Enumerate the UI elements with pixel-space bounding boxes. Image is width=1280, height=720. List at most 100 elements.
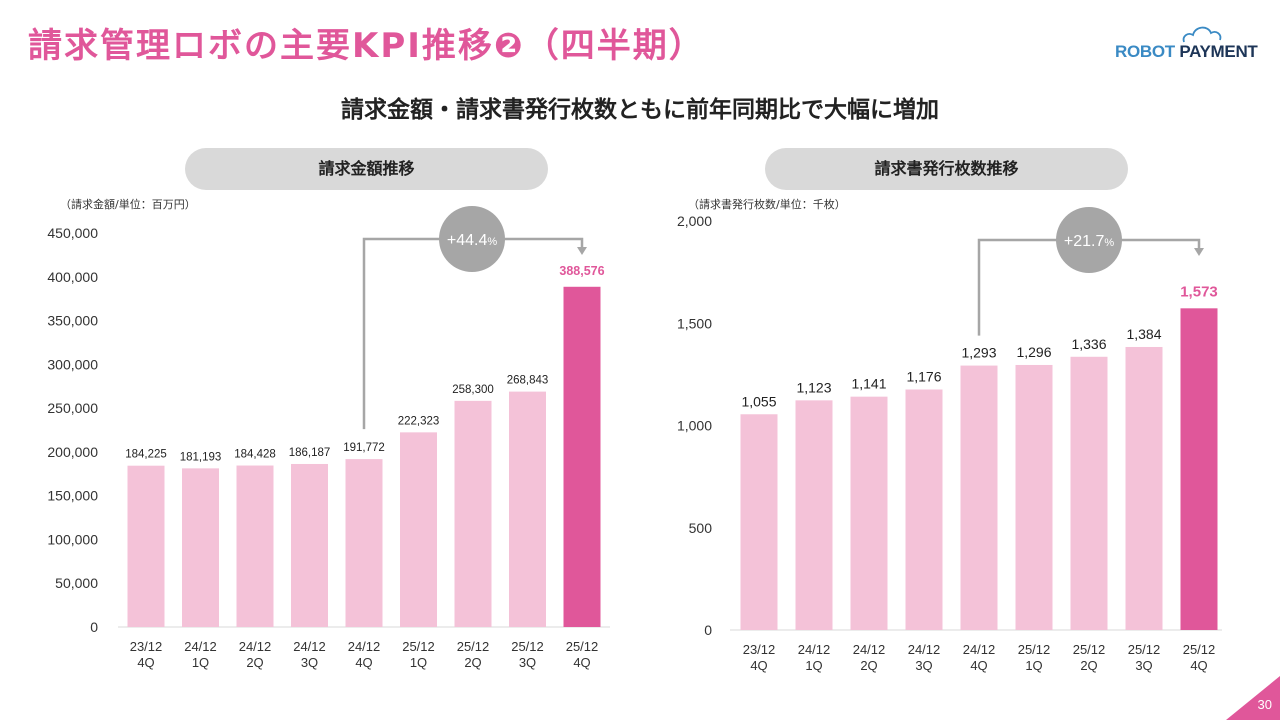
- invoice-category-label-period: 25/12: [1128, 642, 1161, 657]
- invoice-bar: [1180, 308, 1218, 630]
- invoice-ytick-label: 0: [704, 622, 712, 638]
- billing-bar: [127, 465, 165, 627]
- page-number: 30: [1257, 697, 1272, 712]
- invoice-bar: [905, 389, 943, 630]
- billing-ytick-label: 50,000: [55, 575, 98, 591]
- billing-category-label-quarter: 3Q: [301, 655, 318, 670]
- invoice-category-label-period: 25/12: [1183, 642, 1216, 657]
- logo-text-robot: ROBOT: [1115, 42, 1175, 61]
- invoice-category-label-period: 23/12: [743, 642, 776, 657]
- invoice-value-label: 1,384: [1126, 326, 1161, 342]
- invoice-value-label: 1,123: [796, 379, 831, 395]
- page-title: 請求管理ロボの主要KPI推移❷（四半期）: [28, 26, 705, 66]
- billing-bar: [236, 465, 274, 627]
- billing-category-label-quarter: 2Q: [246, 655, 263, 670]
- billing-value-label: 388,576: [559, 264, 604, 278]
- billing-ytick-label: 400,000: [47, 269, 98, 285]
- invoice-category-label-period: 24/12: [853, 642, 886, 657]
- invoice-ytick-label: 500: [689, 520, 713, 536]
- billing-value-label: 184,225: [125, 449, 167, 461]
- invoice-value-label: 1,141: [851, 376, 886, 392]
- billing-ytick-label: 300,000: [47, 356, 98, 372]
- invoice-category-label-quarter: 3Q: [915, 658, 932, 673]
- billing-value-label: 181,193: [180, 451, 222, 463]
- billing-ytick-label: 150,000: [47, 488, 98, 504]
- chart-title-invoice-count: 請求書発行枚数推移: [765, 148, 1128, 190]
- invoice-bar: [1070, 356, 1108, 630]
- billing-bar: [509, 391, 546, 627]
- company-logo: ROBOT PAYMENT: [1112, 22, 1262, 66]
- invoice-bar: [850, 396, 888, 630]
- billing-category-label-quarter: 1Q: [410, 655, 427, 670]
- billing-category-label-quarter: 4Q: [137, 655, 154, 670]
- billing-ytick-label: 0: [90, 619, 98, 635]
- invoice-category-label-period: 25/12: [1018, 642, 1051, 657]
- billing-value-label: 268,843: [507, 375, 549, 387]
- invoice-value-label: 1,296: [1016, 344, 1051, 360]
- invoice-arrow-head-icon: [1194, 248, 1204, 256]
- billing-category-label-period: 25/12: [511, 639, 544, 654]
- billing-bar: [182, 468, 219, 627]
- invoice-bar: [960, 365, 998, 630]
- invoice-category-label-period: 24/12: [908, 642, 941, 657]
- billing-category-label-period: 25/12: [457, 639, 490, 654]
- billing-category-label-period: 24/12: [348, 639, 381, 654]
- billing-bar: [454, 400, 492, 627]
- billing-category-label-period: 25/12: [566, 639, 599, 654]
- invoice-value-label: 1,055: [741, 393, 776, 409]
- billing-arrow-head-icon: [577, 247, 587, 255]
- unit-label-invoice-count: （請求書発行枚数/単位：千枚）: [688, 198, 846, 211]
- invoice-category-label-quarter: 3Q: [1135, 658, 1152, 673]
- invoice-category-label-period: 24/12: [798, 642, 831, 657]
- billing-ytick-label: 350,000: [47, 313, 98, 329]
- billing-bar: [345, 459, 383, 627]
- billing-ytick-label: 450,000: [47, 225, 98, 241]
- page-subtitle: 請求金額・請求書発行枚数ともに前年同期比で大幅に増加: [341, 97, 939, 123]
- cloud-icon: [1182, 26, 1222, 43]
- billing-value-label: 222,323: [398, 415, 440, 427]
- invoice-bar: [1125, 346, 1163, 630]
- billing-bar: [291, 463, 328, 627]
- billing-bar: [563, 286, 601, 627]
- invoice-category-label-quarter: 1Q: [805, 658, 822, 673]
- invoice-value-label: 1,176: [906, 369, 941, 385]
- invoice-category-label-period: 24/12: [963, 642, 996, 657]
- billing-ytick-label: 100,000: [47, 531, 98, 547]
- invoice-value-label: 1,336: [1071, 336, 1106, 352]
- chart-title-billing-amount: 請求金額推移: [185, 148, 548, 190]
- invoice-growth-badge: [1056, 207, 1122, 273]
- billing-category-label-period: 24/12: [184, 639, 217, 654]
- billing-value-label: 186,187: [289, 447, 331, 459]
- billing-category-label-quarter: 1Q: [192, 655, 209, 670]
- billing-growth-badge: [439, 206, 505, 272]
- invoice-ytick-label: 1,000: [677, 418, 712, 434]
- invoice-category-label-quarter: 1Q: [1025, 658, 1042, 673]
- billing-bar: [400, 432, 437, 627]
- billing-category-label-quarter: 4Q: [355, 655, 372, 670]
- invoice-ytick-label: 1,500: [677, 315, 712, 331]
- billing-category-label-period: 24/12: [239, 639, 272, 654]
- billing-value-label: 258,300: [452, 384, 494, 396]
- billing-ytick-label: 250,000: [47, 400, 98, 416]
- billing-ytick-label: 200,000: [47, 444, 98, 460]
- invoice-bar: [1015, 364, 1053, 630]
- invoice-category-label-quarter: 4Q: [970, 658, 987, 673]
- invoice-value-label: 1,293: [961, 345, 996, 361]
- invoice-ytick-label: 2,000: [677, 213, 712, 229]
- billing-category-label-quarter: 2Q: [464, 655, 481, 670]
- invoice-category-label-quarter: 2Q: [860, 658, 877, 673]
- billing-value-label: 184,428: [234, 449, 276, 461]
- invoice-category-label-quarter: 4Q: [750, 658, 767, 673]
- invoice-value-label: 1,573: [1180, 283, 1218, 300]
- billing-category-label-period: 25/12: [402, 639, 435, 654]
- billing-category-label-period: 24/12: [293, 639, 326, 654]
- invoice-bar: [795, 400, 833, 630]
- billing-category-label-period: 23/12: [130, 639, 163, 654]
- page-number-badge: [1226, 676, 1280, 720]
- invoice-category-label-quarter: 4Q: [1190, 658, 1207, 673]
- billing-growth-label: +44.4%: [447, 232, 497, 249]
- invoice-category-label-quarter: 2Q: [1080, 658, 1097, 673]
- billing-category-label-quarter: 4Q: [573, 655, 590, 670]
- invoice-growth-label: +21.7%: [1064, 233, 1114, 250]
- billing-category-label-quarter: 3Q: [519, 655, 536, 670]
